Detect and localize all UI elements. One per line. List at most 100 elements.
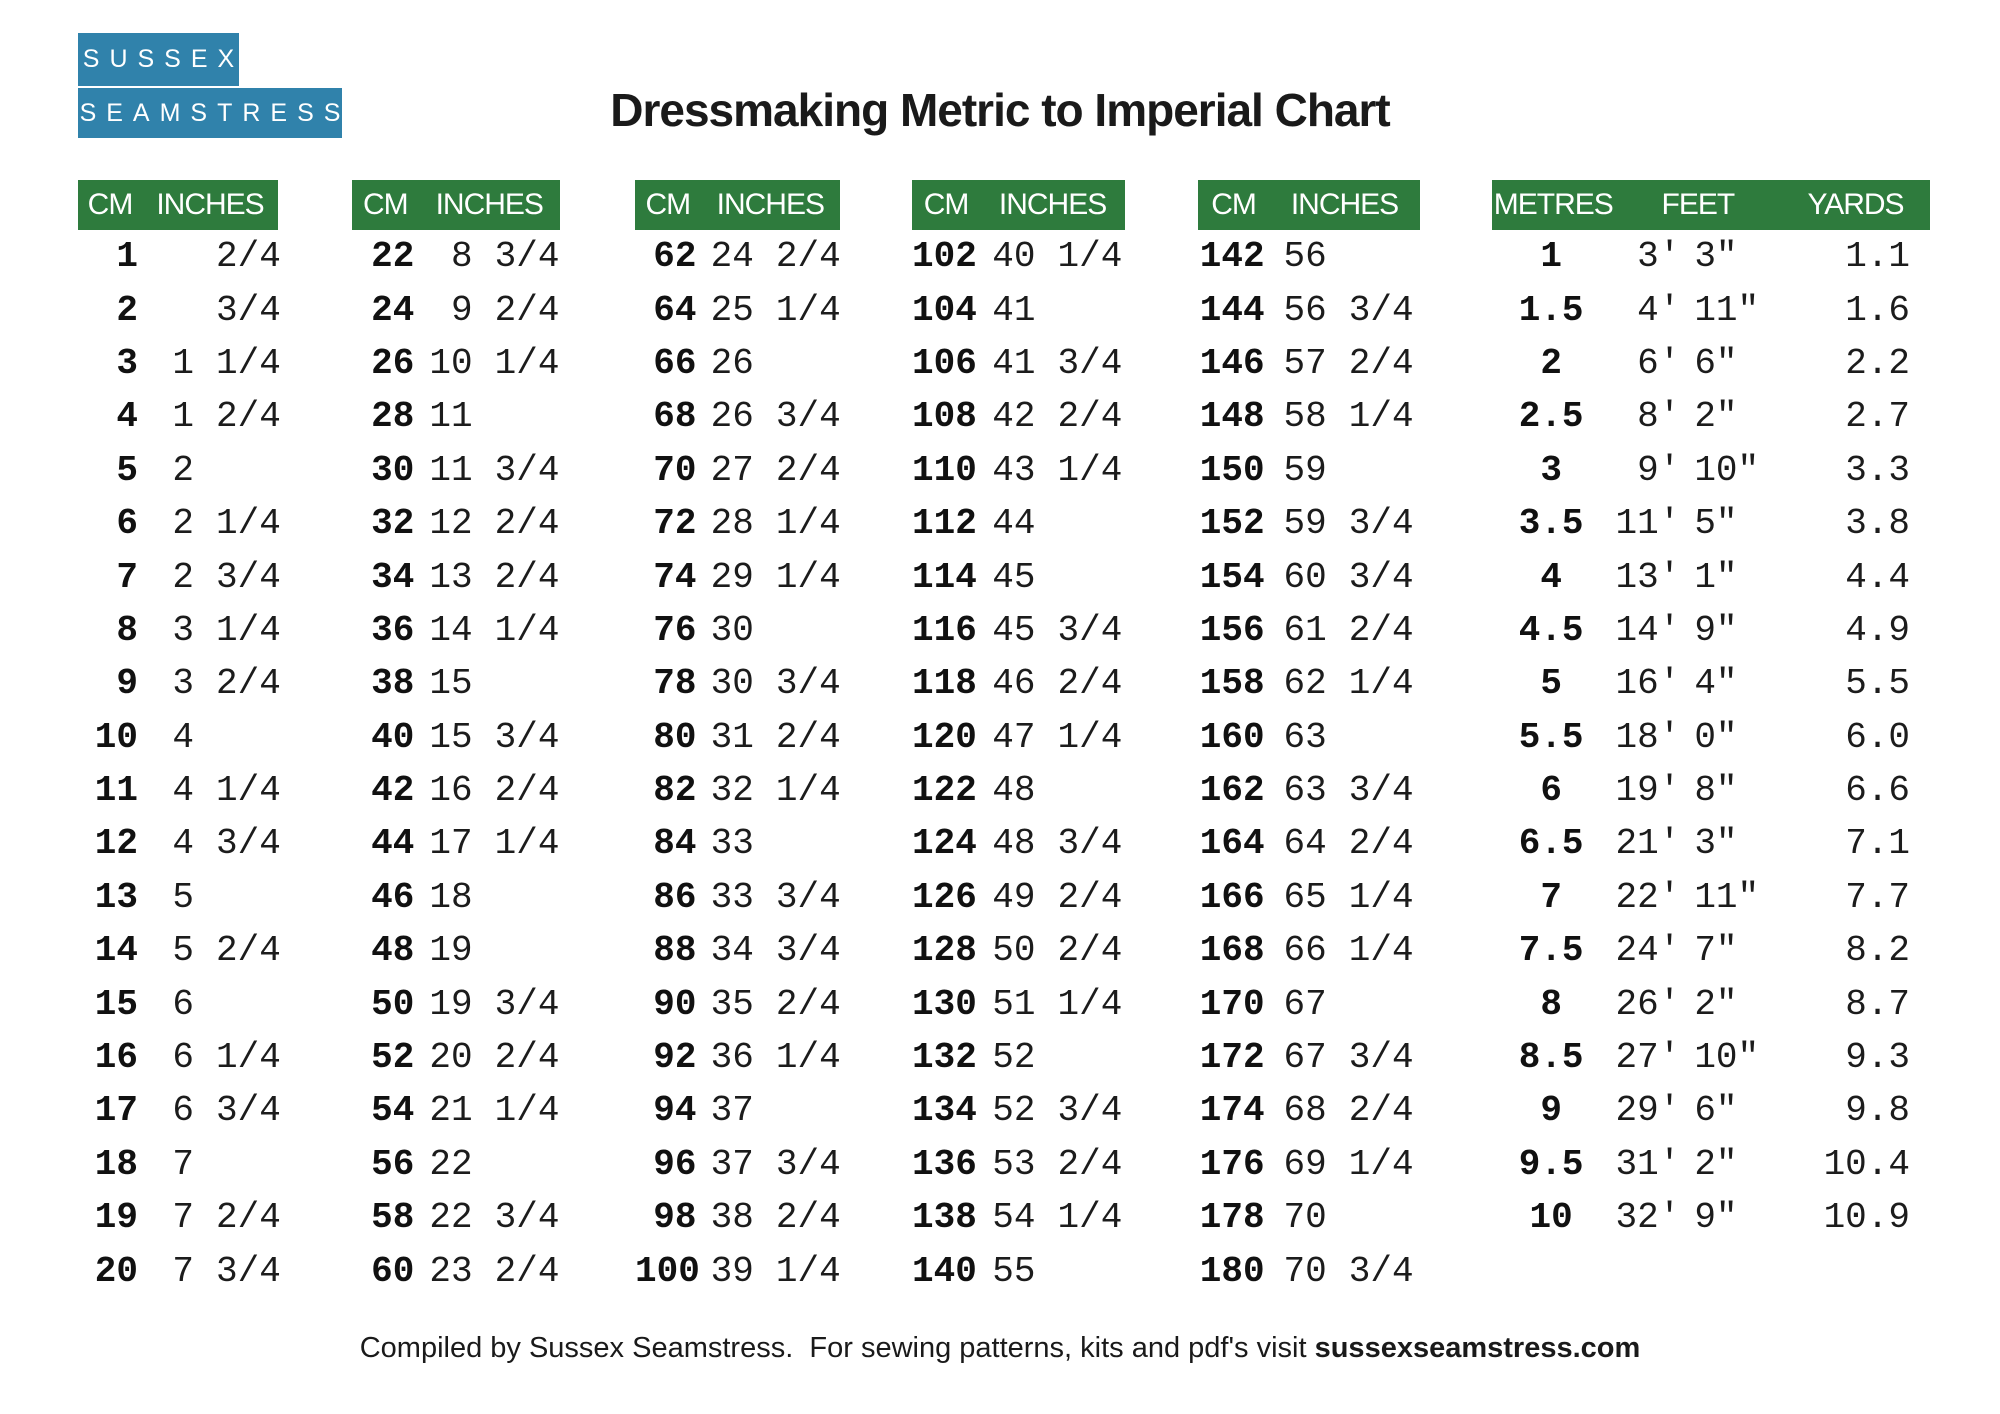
table-cell: 58 [371, 1197, 415, 1239]
table-cell: 6 [172, 983, 194, 1025]
table-cell: 2/4 [494, 1250, 560, 1292]
table-cell: 68 [653, 396, 697, 438]
table-cell: 26 [710, 342, 754, 384]
table-cell: 55 [992, 1250, 1036, 1292]
table-cell: 7 [172, 1143, 194, 1185]
table-cell: 2.5 [1518, 396, 1584, 438]
table-cell: 3/4 [1348, 556, 1414, 598]
table-cell: 70 [653, 449, 697, 491]
table-cell: 64 [1283, 823, 1327, 865]
table-cell: 3.3 [1845, 449, 1910, 491]
table-cell: 3/4 [1057, 1090, 1123, 1132]
table-row: 10 32' 9" 10.9 [1492, 1191, 1930, 1244]
table-row: 8.5 27' 10" 9.3 [1492, 1031, 1930, 1084]
table-cell: 120 [912, 716, 977, 758]
table-cell: 1/4 [494, 823, 560, 865]
table-cell: 1/4 [775, 1037, 841, 1079]
table-cell: 1/4 [1057, 716, 1123, 758]
table-cell: 7.7 [1845, 876, 1910, 918]
table-cell: 65 [1283, 876, 1327, 918]
table-cell: 1/4 [216, 770, 281, 812]
table-row: 1 3' 3" 1.1 [1492, 230, 1930, 283]
table-cell: 1/4 [1348, 876, 1414, 918]
table-row: 9 29' 6" 9.8 [1492, 1084, 1930, 1137]
table-cell: 47 [992, 716, 1036, 758]
table-row: 68 26 3/4 [635, 390, 840, 443]
table-row: 84 33 [635, 817, 840, 870]
table-cell: 26 [371, 342, 415, 384]
table-cell: 40 [992, 236, 1036, 278]
table-cell: 5 [116, 449, 138, 491]
table-cell: 80 [653, 716, 697, 758]
table-row: 90 35 2/4 [635, 977, 840, 1030]
table-row: 8 3 1/4 [78, 604, 280, 657]
table-row: 158 62 1/4 [1198, 657, 1420, 710]
table-cell: 2/4 [216, 1197, 281, 1239]
footer: Compiled by Sussex Seamstress. For sewin… [0, 1332, 2000, 1365]
table-cell: 53 [992, 1143, 1036, 1185]
table-cell: 86 [653, 876, 697, 918]
table-cell: 132 [912, 1037, 977, 1079]
column-header-cm: CM [87, 188, 134, 221]
table-cell: 2/4 [1348, 342, 1414, 384]
table-row: 2 6' 6" 2.2 [1492, 337, 1930, 390]
table-cell: 59 [1283, 503, 1327, 545]
table-row: 110 43 1/4 [912, 444, 1125, 497]
column-header-cm: CM [923, 188, 970, 221]
table-cell: 1/4 [1057, 1197, 1123, 1239]
table-cell: 59 [1283, 449, 1327, 491]
table-cell: 51 [992, 983, 1036, 1025]
table-cell: 31 [710, 716, 754, 758]
table-cell: 19 [429, 930, 473, 972]
table-row: 19 7 2/4 [78, 1191, 281, 1244]
table-cell: 30 [371, 449, 415, 491]
table-cell: 34 [710, 930, 754, 972]
table-cell: 32 [371, 503, 415, 545]
table-cell: 44 [371, 823, 415, 865]
table-cell: 5.5 [1845, 663, 1910, 705]
table-row: 44 17 1/4 [352, 817, 560, 870]
table-cell: 56 [371, 1143, 415, 1185]
column-header-cm: CM [362, 188, 409, 221]
table-cell: 46 [371, 876, 415, 918]
table-cell: 10" [1694, 449, 1760, 491]
table-cell: 38 [710, 1197, 754, 1239]
table-cell: 5" [1694, 503, 1738, 545]
table-cell: 6" [1694, 342, 1738, 384]
table-cell: 63 [1283, 770, 1327, 812]
table-row: 58 22 3/4 [352, 1191, 560, 1244]
table-row: 18 7 [78, 1138, 278, 1191]
table-cell: 2/4 [1057, 930, 1123, 972]
table-cell: 162 [1199, 770, 1265, 812]
table-cell: 39 [710, 1250, 754, 1292]
table-row: 12 4 3/4 [78, 817, 281, 870]
table-cell: 50 [371, 983, 415, 1025]
table-cell: 48 [992, 770, 1036, 812]
table-cell: 29 [710, 556, 754, 598]
table-cell: 6 [172, 1037, 194, 1079]
table-cell: 2 [172, 449, 194, 491]
table-cell: 6.5 [1518, 823, 1584, 865]
table-cell: 3/4 [775, 930, 841, 972]
table-cell: 52 [992, 1037, 1036, 1079]
table-cell: 4.4 [1845, 556, 1910, 598]
table-cell: 6" [1694, 1090, 1738, 1132]
table-row: 74 29 1/4 [635, 550, 840, 603]
table-cell: 3/4 [1348, 770, 1414, 812]
table-cell: 2/4 [775, 449, 841, 491]
table-cell: 102 [912, 236, 977, 278]
table-cell: 156 [1199, 609, 1265, 651]
table-cell: 7 [172, 1250, 194, 1292]
table-row: 132 52 [912, 1031, 1125, 1084]
table-cell: 1 [172, 396, 194, 438]
table-cell: 27' [1615, 1037, 1681, 1079]
table-row: 3.5 11' 5" 3.8 [1492, 497, 1930, 550]
table-row: 20 7 3/4 [78, 1244, 281, 1297]
table-row: 94 37 [635, 1084, 840, 1137]
table-row: 80 31 2/4 [635, 711, 840, 764]
footer-text: Compiled by Sussex Seamstress. For sewin… [359, 1332, 1315, 1364]
table-row: 144 56 3/4 [1198, 283, 1420, 336]
table-row: 50 19 3/4 [352, 977, 560, 1030]
table-cell: 5.5 [1518, 716, 1584, 758]
table-cell: 27 [710, 449, 754, 491]
